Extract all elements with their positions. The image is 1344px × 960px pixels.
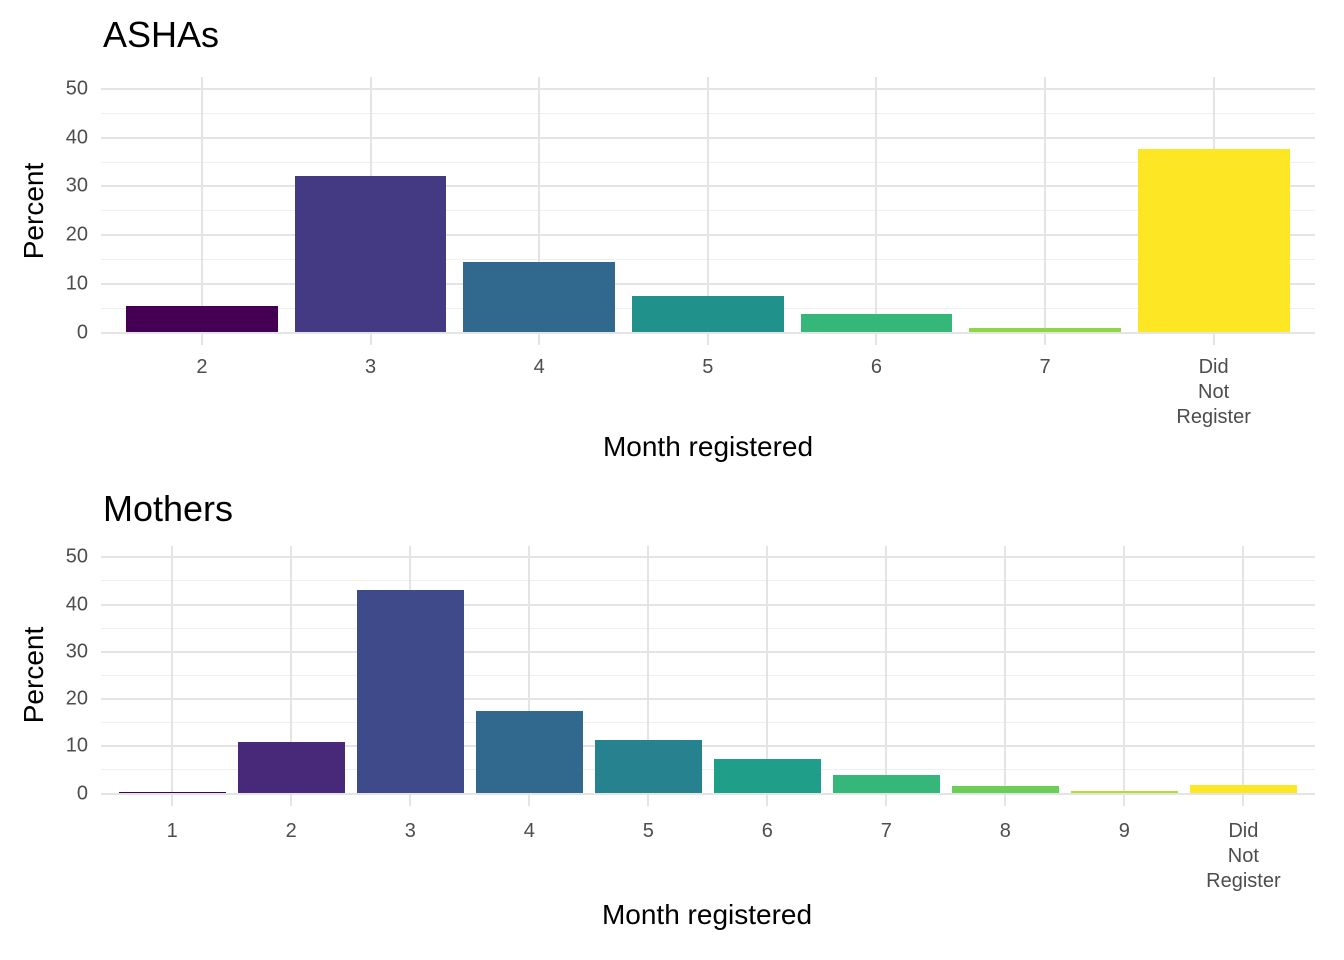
- x-tick-label: 3: [365, 355, 377, 378]
- bar-ashas-2: [126, 305, 278, 333]
- gridline-x-major: [290, 545, 293, 806]
- bar-mothers-did-not-register: [1189, 784, 1297, 794]
- y-tick-label: 20: [65, 687, 88, 710]
- gridline-y-minor: [100, 627, 1315, 629]
- x-tick-label: 4: [523, 819, 535, 842]
- gridline-y-major: [100, 698, 1315, 701]
- gridline-y-major: [100, 650, 1315, 653]
- bar-ashas-5: [631, 295, 784, 333]
- gridline-x-major: [885, 545, 888, 806]
- gridline-x-major: [1123, 545, 1126, 806]
- bar-ashas-4: [463, 261, 616, 333]
- bar-mothers-9: [1070, 790, 1178, 794]
- gridline-x-major: [647, 545, 650, 806]
- y-tick-label: 30: [65, 640, 88, 663]
- gridline-x-major: [538, 76, 541, 345]
- x-axis-title-mothers: Month registered: [601, 899, 813, 930]
- x-tick-label: 8: [999, 819, 1011, 842]
- bar-ashas-7: [969, 328, 1121, 333]
- gridline-x-major: [171, 545, 174, 806]
- x-tick-label: Did Not Register: [1206, 819, 1281, 892]
- bar-mothers-5: [594, 740, 702, 794]
- gridline-y-major: [100, 792, 1315, 795]
- bar-ashas-6: [800, 314, 953, 333]
- bar-mothers-6: [713, 759, 821, 794]
- plot-panel-ashas: [100, 76, 1315, 345]
- y-tick-label: 40: [65, 593, 88, 616]
- gridline-x-major: [875, 76, 878, 345]
- x-tick-label: 2: [285, 819, 297, 842]
- gridline-x-major: [766, 545, 769, 806]
- gridline-x-major: [528, 545, 531, 806]
- bar-mothers-3: [356, 590, 464, 794]
- bar-mothers-4: [475, 710, 583, 794]
- gridline-y-minor: [100, 722, 1315, 724]
- plot-panel-mothers: [100, 545, 1315, 806]
- x-tick-label: 9: [1118, 819, 1130, 842]
- gridline-x-major: [706, 76, 709, 345]
- gridline-x-major: [1242, 545, 1245, 806]
- bar-ashas-3: [294, 175, 447, 333]
- x-tick-label: 4: [533, 355, 545, 378]
- gridline-y-major: [100, 556, 1315, 559]
- bar-mothers-8: [951, 786, 1059, 794]
- x-tick-label: 5: [702, 355, 714, 378]
- chart-title-mothers: Mothers: [103, 488, 234, 529]
- gridline-y-major: [100, 745, 1315, 748]
- y-tick-label: 20: [65, 223, 88, 246]
- gridline-y-minor: [100, 674, 1315, 676]
- bar-mothers-2: [237, 742, 345, 794]
- y-tick-label: 10: [65, 272, 88, 295]
- y-tick-label: 50: [65, 545, 88, 568]
- y-tick-label: 0: [76, 782, 88, 804]
- x-tick-label: 7: [880, 819, 892, 842]
- x-tick-label: 2: [196, 355, 208, 378]
- gridline-x-major: [1044, 76, 1047, 345]
- x-tick-label: 7: [1039, 355, 1051, 378]
- bar-ashas-did-not-register: [1137, 148, 1290, 333]
- x-tick-label: 5: [642, 819, 654, 842]
- gridline-y-minor: [100, 769, 1315, 771]
- y-tick-label: 0: [76, 321, 88, 343]
- gridline-x-major: [1004, 545, 1007, 806]
- x-tick-label: 6: [761, 819, 773, 842]
- y-tick-label: 10: [65, 734, 88, 757]
- chart-title-ashas: ASHAs: [103, 14, 220, 55]
- y-tick-label: 40: [65, 126, 88, 149]
- x-tick-label: 6: [870, 355, 882, 378]
- gridline-y-minor: [100, 580, 1315, 582]
- x-tick-label: Did Not Register: [1176, 355, 1251, 428]
- gridline-x-major: [200, 76, 203, 345]
- gridline-y-major: [100, 603, 1315, 606]
- y-tick-label: 30: [65, 174, 88, 197]
- y-tick-label: 50: [65, 77, 88, 100]
- x-tick-label: 3: [404, 819, 416, 842]
- x-axis-title-ashas: Month registered: [602, 431, 814, 462]
- x-tick-label: 1: [166, 819, 178, 842]
- bar-mothers-1: [118, 791, 226, 794]
- bar-mothers-7: [832, 774, 940, 794]
